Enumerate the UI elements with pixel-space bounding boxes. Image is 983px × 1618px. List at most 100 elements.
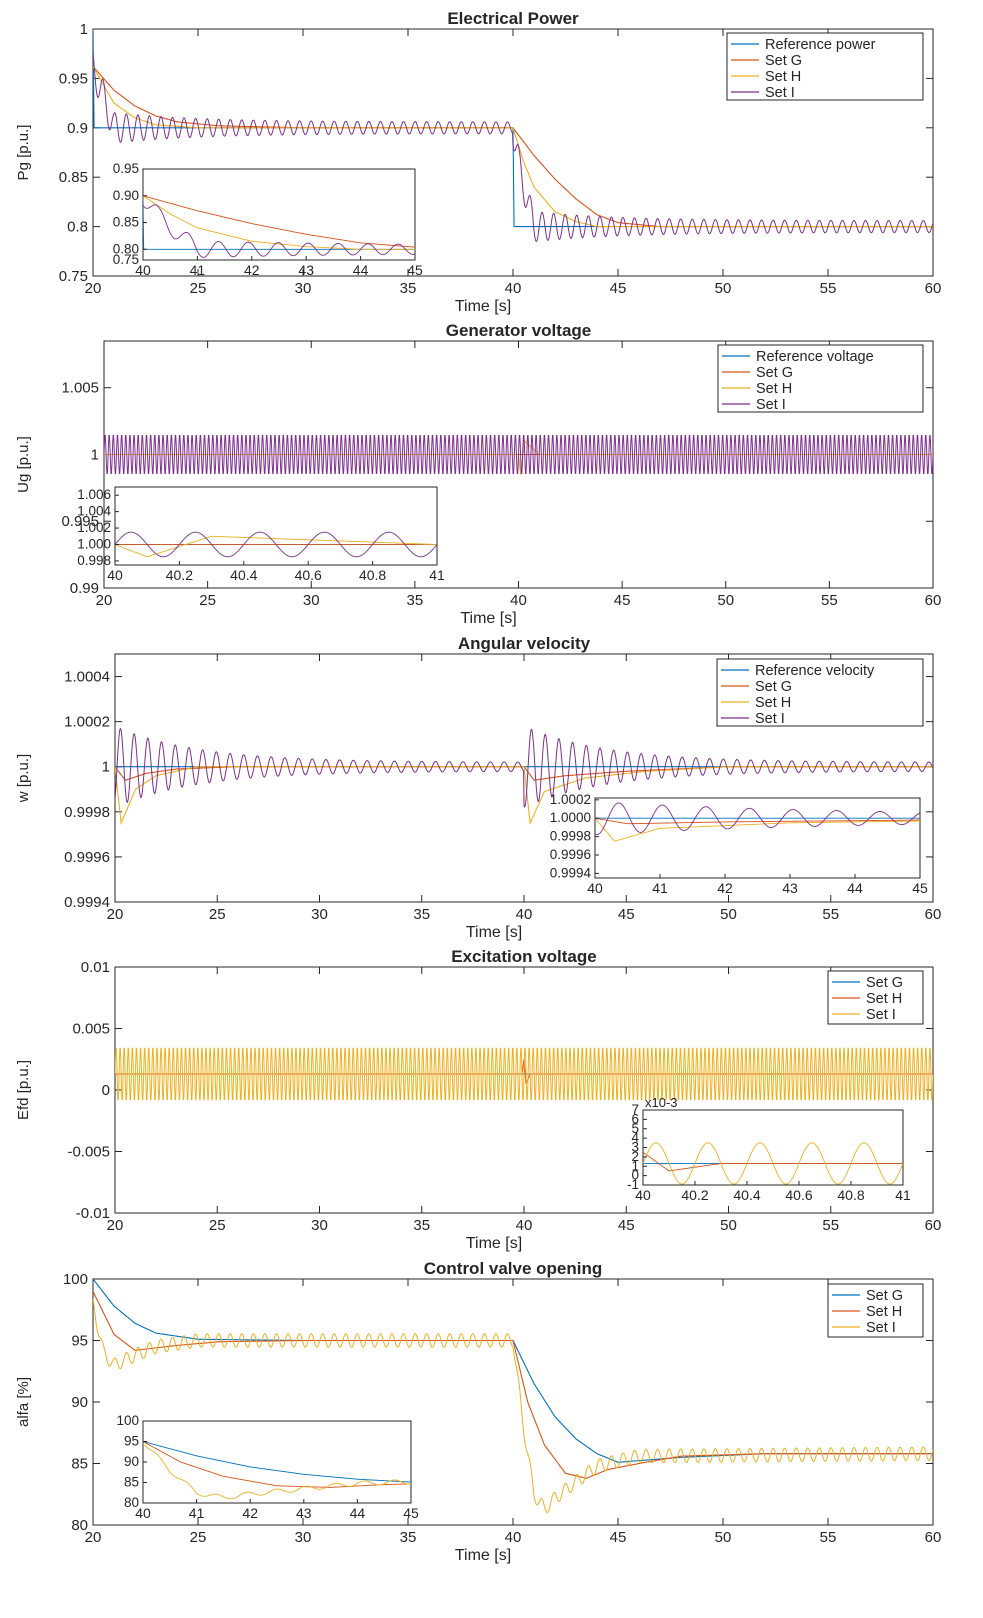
- electrical-power-inset: 40 41 42 43 44 45 0.80 0.85 0.90 0.95 0.75: [113, 161, 423, 278]
- inset-xtick-label: 40.2: [166, 567, 193, 583]
- control-valve-opening-xtick-label: 30: [295, 1529, 312, 1546]
- control-valve-opening-xtick-label: 40: [505, 1529, 522, 1546]
- inset-ytick-label: 4: [631, 1130, 639, 1145]
- electrical-power-series-set-i: [93, 53, 933, 242]
- inset-series-set-h: [143, 195, 415, 250]
- inset-xtick-label: 45: [912, 880, 928, 896]
- legend-label: Reference power: [765, 37, 876, 53]
- inset-series-set-i: [143, 1443, 411, 1500]
- generator-voltage-chart: Generator voltage 20 25 30 35 40 45 50 55 60 0.99 0…: [15, 321, 941, 627]
- angular-velocity-title: Angular velocity: [458, 634, 591, 653]
- electrical-power-ytick-label: 0.75: [59, 268, 88, 285]
- inset-ytick-label: 0.85: [113, 215, 139, 230]
- angular-velocity-xtick-label: 50: [720, 906, 737, 923]
- excitation-voltage-ytick-label: -0.01: [76, 1205, 110, 1222]
- inset-ytick-label: 0.95: [113, 161, 139, 176]
- angular-velocity-xtick-label: 45: [618, 906, 635, 923]
- legend-label: Set I: [765, 85, 795, 101]
- angular-velocity-xtick-label: 35: [413, 906, 430, 923]
- legend-label: Set G: [765, 53, 802, 69]
- inset-ytick-label: 1.006: [77, 487, 111, 502]
- inset-series-set-i: [643, 1142, 903, 1185]
- inset-ytick-label: 7: [631, 1102, 639, 1117]
- control-valve-opening-ytick-label: 95: [71, 1333, 88, 1350]
- angular-velocity-inset: 40 41 42 43 44 45 0.9994 0.9996 0.9998 1.0000 1.00…: [550, 792, 928, 896]
- excitation-voltage-ytick-label: 0: [102, 1082, 110, 1099]
- inset-xtick-label: 41: [189, 1505, 205, 1521]
- inset-xtick-label: 41: [429, 567, 445, 583]
- legend-label: Set I: [866, 1007, 896, 1023]
- electrical-power-xtick-label: 45: [610, 280, 627, 297]
- inset-ytick-label: 0: [631, 1168, 639, 1183]
- inset-ytick-label: 5: [631, 1121, 639, 1136]
- angular-velocity-xtick-label: 30: [311, 906, 328, 923]
- inset-ytick-label: 85: [124, 1475, 139, 1490]
- angular-velocity-ytick-label: 1: [102, 759, 110, 776]
- electrical-power-ytick-label: 0.85: [59, 169, 88, 186]
- control-valve-opening-xtick-label: 20: [85, 1529, 102, 1546]
- generator-voltage-xtick-label: 40: [510, 592, 527, 609]
- inset-xtick-label: 40.6: [785, 1187, 812, 1203]
- inset-xtick-label: 40.8: [359, 567, 386, 583]
- excitation-voltage-title: Excitation voltage: [451, 947, 596, 966]
- inset-xtick-label: 43: [296, 1505, 312, 1521]
- excitation-voltage-xtick-label: 60: [925, 1217, 942, 1234]
- generator-voltage-xlabel: Time [s]: [460, 610, 516, 627]
- inset-xtick-label: 40.6: [295, 567, 322, 583]
- legend-label: Set H: [866, 991, 902, 1007]
- inset-ytick-label: 6: [631, 1111, 639, 1126]
- legend-label: Reference velocity: [755, 663, 875, 679]
- electrical-power-xtick-label: 55: [820, 280, 837, 297]
- control-valve-opening-xtick-label: 55: [820, 1529, 837, 1546]
- angular-velocity-xlabel: Time [s]: [466, 924, 522, 941]
- legend-label: Set H: [756, 381, 792, 397]
- electrical-power-xtick-label: 35: [400, 280, 417, 297]
- inset-xtick-label: 42: [244, 262, 260, 278]
- generator-voltage-ytick-label: 1: [91, 446, 99, 463]
- generator-voltage-xtick-label: 30: [303, 592, 320, 609]
- legend-label: Set H: [866, 1304, 902, 1320]
- generator-voltage-ytick-label: 0.995: [61, 513, 99, 530]
- angular-velocity-xtick-label: 55: [822, 906, 839, 923]
- electrical-power-xtick-label: 25: [190, 280, 207, 297]
- inset-ytick-label: 0.998: [77, 553, 111, 568]
- legend-label: Set G: [866, 975, 903, 991]
- inset-ytick-label: 100: [116, 1413, 139, 1428]
- electrical-power-ylabel: Pg [p.u.]: [15, 125, 32, 181]
- angular-velocity-series-set-i: [115, 727, 933, 808]
- inset-series-set-g: [143, 1441, 411, 1483]
- excitation-voltage-ytick-label: 0.01: [81, 959, 110, 976]
- inset-ytick-label: 80: [124, 1495, 139, 1510]
- legend-label: Set H: [755, 695, 791, 711]
- electrical-power-xtick-label: 60: [925, 280, 942, 297]
- excitation-voltage-xtick-label: 50: [720, 1217, 737, 1234]
- generator-voltage-xtick-label: 45: [614, 592, 631, 609]
- legend-label: Set G: [756, 365, 793, 381]
- angular-velocity-ytick-label: 1.0004: [64, 669, 110, 686]
- inset-xtick-label: 45: [403, 1505, 419, 1521]
- generator-voltage-ylabel: Ug [p.u.]: [15, 436, 32, 493]
- angular-velocity-ytick-label: 0.9998: [64, 804, 110, 821]
- inset-xtick-label: 40.8: [837, 1187, 864, 1203]
- inset-xtick-label: 44: [350, 1505, 366, 1521]
- angular-velocity-series-set-h: [115, 766, 933, 826]
- inset-ytick-label: 0.9996: [550, 847, 591, 862]
- legend-label: Set G: [755, 679, 792, 695]
- excitation-voltage-xlabel: Time [s]: [466, 1235, 522, 1252]
- legend-label: Reference voltage: [756, 349, 874, 365]
- generator-voltage-xtick-label: 20: [96, 592, 113, 609]
- angular-velocity-ytick-label: 0.9996: [64, 849, 110, 866]
- generator-voltage-xtick-label: 55: [821, 592, 838, 609]
- electrical-power-xtick-label: 30: [295, 280, 312, 297]
- inset-xtick-label: 40: [135, 1505, 151, 1521]
- control-valve-opening-xtick-label: 60: [925, 1529, 942, 1546]
- excitation-voltage-xtick-label: 55: [822, 1217, 839, 1234]
- inset-xtick-label: 42: [717, 880, 733, 896]
- generator-voltage-xtick-label: 50: [717, 592, 734, 609]
- electrical-power-xlabel: Time [s]: [455, 298, 511, 315]
- control-valve-opening-xtick-label: 50: [715, 1529, 732, 1546]
